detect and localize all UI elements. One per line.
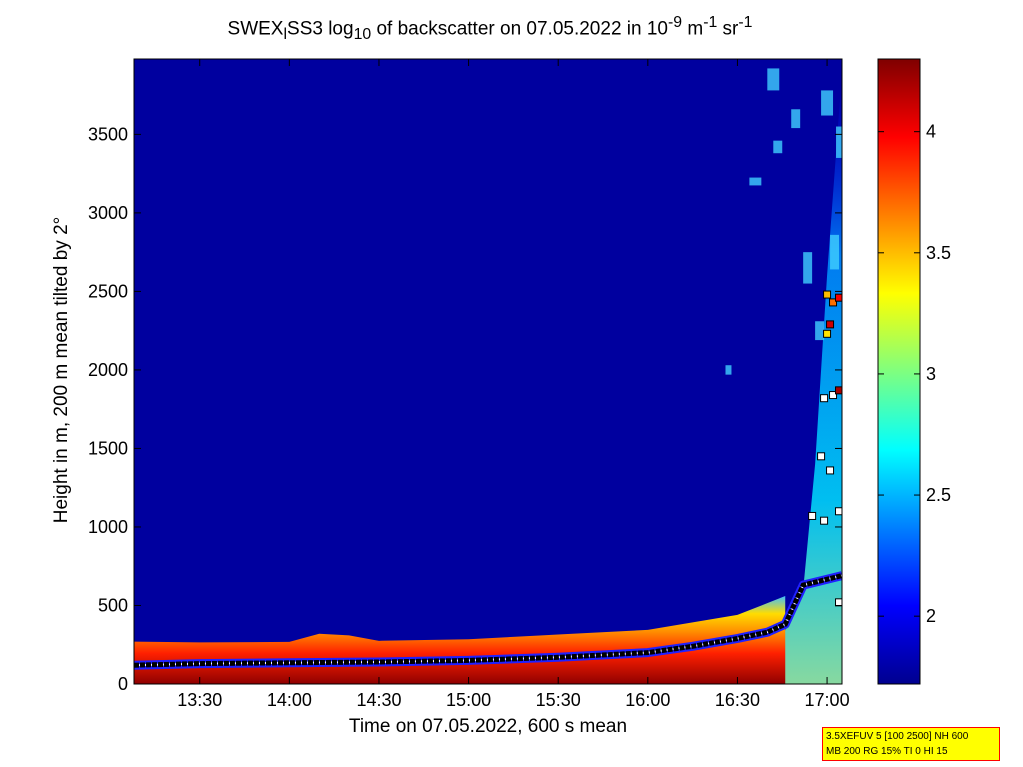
mixing-layer-line (134, 573, 842, 668)
colorbar-tick-label: 2.5 (926, 485, 951, 505)
y-tick-label: 500 (98, 595, 128, 615)
x-tick-label: 17:00 (805, 690, 850, 710)
aerosol-patch (836, 126, 842, 158)
colorbar (877, 58, 921, 685)
aerosol-patch (821, 90, 834, 116)
cloud-marker (808, 511, 817, 520)
y-tick-label: 2000 (88, 360, 128, 380)
aerosol-patch (830, 234, 840, 270)
aerosol-patch (773, 140, 783, 154)
x-axis-label: Time on 07.05.2022, 600 s mean (348, 716, 628, 737)
cloud-marker (826, 466, 835, 475)
cloud-marker (835, 386, 842, 395)
aerosol-patch (725, 365, 732, 375)
haze-region (737, 71, 842, 684)
cloud-marker (829, 391, 838, 400)
x-tick-label: 14:00 (267, 690, 312, 710)
aerosol-patch (767, 68, 780, 91)
x-tick-label: 14:30 (356, 690, 401, 710)
y-tick-label: 1500 (88, 438, 128, 458)
cloud-marker (835, 507, 842, 516)
cloud-marker (823, 329, 832, 338)
colorbar-tick-label: 3 (926, 364, 936, 384)
x-tick-label: 15:30 (536, 690, 581, 710)
aerosol-patch (791, 109, 801, 129)
aerosol-patch (749, 177, 762, 186)
info-line-2: MB 200 RG 15% TI 0 HI 15 (826, 746, 948, 757)
heatmap-background (134, 59, 842, 684)
cloud-marker (820, 516, 829, 525)
x-tick-label: 16:00 (625, 690, 670, 710)
y-tick-label: 3500 (88, 124, 128, 144)
settings-info-box: 3.5XEFUV 5 [100 2500] NH 600 MB 200 RG 1… (822, 727, 1000, 761)
cloud-marker (829, 298, 838, 307)
y-tick-label: 3000 (88, 203, 128, 223)
aerosol-patch (803, 252, 813, 284)
x-tick-label: 16:30 (715, 690, 760, 710)
y-tick-label: 2500 (88, 281, 128, 301)
cloud-marker (835, 598, 842, 607)
cloud-marker (823, 290, 832, 299)
y-axis-label: Height in m, 200 m mean tilted by 2° (51, 216, 72, 524)
cloud-marker (820, 394, 829, 403)
y-tick-label: 1000 (88, 517, 128, 537)
colorbar-tick-label: 2 (926, 606, 936, 626)
x-tick-label: 13:30 (177, 690, 222, 710)
chart-title: SWEXlSS3 log10 of backscatter on 07.05.2… (227, 14, 753, 44)
cloud-marker (817, 452, 826, 461)
y-tick-label: 0 (118, 674, 128, 694)
cloud-marker (835, 293, 842, 302)
aerosol-patch (815, 321, 825, 341)
colorbar-tick-label: 4 (926, 122, 936, 142)
cloud-marker (826, 320, 835, 329)
x-tick-label: 15:00 (446, 690, 491, 710)
plot-frame (133, 58, 843, 685)
colorbar-tick-label: 3.5 (926, 243, 951, 263)
info-line-1: 3.5XEFUV 5 [100 2500] NH 600 (826, 731, 969, 742)
